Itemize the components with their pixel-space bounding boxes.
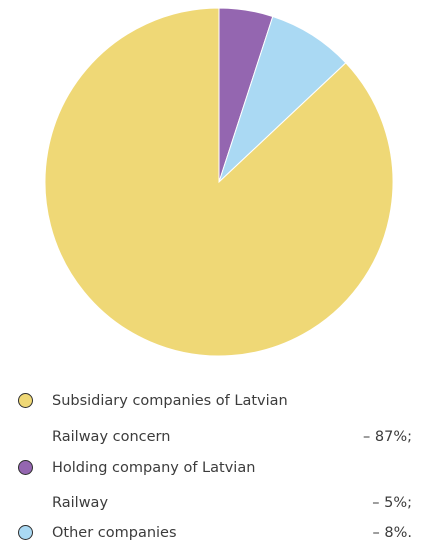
legend-label-subsidiary-line1: Subsidiary companies of Latvian bbox=[52, 393, 288, 409]
legend-label-other: Other companies bbox=[52, 525, 177, 541]
legend-label-holding-line2: Railway bbox=[52, 495, 109, 511]
legend-pct-holding: – 5%; bbox=[372, 495, 412, 511]
pie-chart bbox=[44, 7, 394, 357]
legend-label-holding-line1: Holding company of Latvian bbox=[52, 460, 256, 476]
legend-swatch-subsidiary bbox=[18, 393, 33, 408]
legend-pct-other: – 8%. bbox=[372, 525, 412, 541]
legend-swatch-holding bbox=[18, 460, 33, 475]
legend-label-subsidiary-line2: Railway concern bbox=[52, 429, 171, 445]
legend-pct-subsidiary: – 87%; bbox=[363, 429, 412, 445]
pie-slice-2 bbox=[44, 7, 394, 357]
legend-swatch-other bbox=[18, 525, 33, 540]
